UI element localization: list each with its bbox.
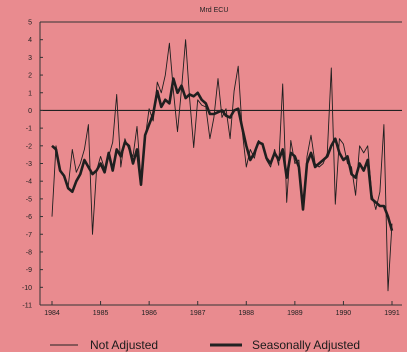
legend: Not Adjusted Seasonally Adjusted: [50, 338, 360, 352]
y-tick-label: 5: [28, 20, 32, 27]
y-axis-ticks: 5 4 3 2 1 0 -1 -2 -3 -4 -5 -6 -7 -8 -9 -10 -11: [22, 20, 43, 310]
y-tick-label: 4: [28, 37, 32, 44]
x-tick-label: 1989: [287, 310, 303, 317]
y-tick-label: 2: [28, 73, 32, 80]
legend-label-not-adjusted: Not Adjusted: [90, 338, 158, 352]
x-tick-label: 1984: [44, 310, 60, 317]
y-tick-label: -2: [26, 143, 32, 150]
y-tick-label: -4: [26, 179, 32, 186]
x-tick-label: 1991: [384, 310, 400, 317]
x-tick-label: 1985: [93, 310, 109, 317]
x-axis-ticks: 1984 1985 1986 1987 1988 1989 1990 1991: [44, 301, 400, 317]
y-tick-label: -7: [26, 232, 32, 239]
x-tick-label: 1987: [190, 310, 206, 317]
y-tick-label: -6: [26, 214, 32, 221]
chart-title: Mrd ECU: [200, 7, 229, 14]
x-tick-label: 1986: [141, 310, 157, 317]
series-line-not-adjusted: [51, 39, 393, 292]
y-tick-label: 3: [28, 55, 32, 62]
y-tick-label: -11: [22, 303, 32, 310]
y-tick-label: -3: [26, 161, 32, 168]
y-tick-label: -10: [22, 285, 32, 292]
series-line-seasonally-adjusted: [51, 77, 394, 232]
y-tick-label: 0: [28, 108, 32, 115]
y-tick-label: -5: [26, 196, 32, 203]
x-tick-label: 1990: [336, 310, 352, 317]
x-tick-label: 1988: [238, 310, 254, 317]
legend-label-seasonally-adjusted: Seasonally Adjusted: [252, 338, 360, 352]
y-tick-label: 1: [28, 90, 32, 97]
y-tick-label: -8: [26, 249, 32, 256]
y-tick-label: -1: [26, 126, 32, 133]
y-tick-label: -9: [26, 267, 32, 274]
series-layer: [51, 39, 394, 292]
